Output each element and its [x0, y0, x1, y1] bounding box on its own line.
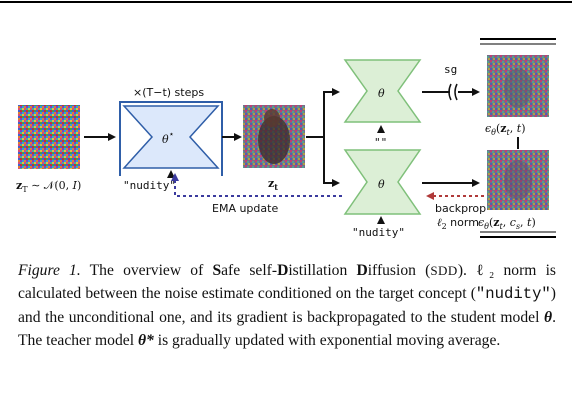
student-top-theta: θ	[378, 87, 385, 100]
student-bottom-cond-label: "nudity"	[352, 226, 405, 239]
zt-label: zt	[268, 177, 278, 192]
caption-text: is gradually updated with exponential mo…	[153, 332, 501, 349]
zT-label: zT ∼ 𝒩(0, I)	[16, 179, 81, 194]
noise-estimate-cond-image	[487, 150, 549, 210]
zt-figure-shape	[258, 116, 290, 164]
zt-figure-head	[264, 109, 280, 127]
sg-label: sg	[444, 63, 457, 76]
caption-text: iffusion (	[367, 262, 431, 279]
caption-text: The overview of	[80, 262, 213, 279]
figure-label: Figure 1.	[18, 262, 81, 279]
caption-theta: θ	[543, 309, 553, 326]
caption-text: ℓ₂ norm is calculated between the noise …	[18, 262, 556, 302]
eps-cond-label: ϵθ(zt, cs, t)	[478, 216, 536, 231]
steps-loop	[119, 101, 223, 176]
arrow-zt-to-students	[306, 88, 340, 138]
steps-label: ×(T−t) steps	[133, 86, 204, 99]
student-model-top	[343, 59, 422, 123]
caption-concept: "nudity"	[475, 285, 551, 303]
arrow-zt-to-student-bottom	[323, 137, 340, 187]
output-bottom-shape	[504, 160, 532, 200]
noise-estimate-uncond-image	[487, 55, 549, 117]
caption-text: afe self-	[221, 262, 278, 279]
backprop-label: backprop	[435, 202, 486, 215]
teacher-cond-label: "nudity"	[123, 179, 176, 192]
student-bottom-theta: θ	[378, 178, 385, 191]
caption-bold-d: D	[356, 262, 368, 279]
ema-update-label: EMA update	[212, 202, 278, 215]
caption-theta-star: θ*	[137, 332, 154, 349]
caption-text: ).	[457, 262, 467, 279]
eps-uncond-label: ϵθ(zt, t)	[485, 122, 525, 137]
caption-bold-s: S	[212, 262, 222, 279]
noise-image-zT	[18, 105, 80, 169]
teacher-model-block	[122, 105, 220, 169]
output-top-shape	[504, 68, 532, 108]
figure-caption: Figure 1. The overview of Safe self-Dist…	[18, 259, 556, 352]
caption-abbr: SDD	[430, 263, 458, 278]
stop-gradient-icon	[448, 83, 458, 101]
sg-gap	[450, 84, 458, 100]
student-top-cond-label: ""	[374, 136, 387, 149]
ema-update-path	[171, 173, 342, 197]
l2norm-label: ℓ2 norm	[437, 216, 479, 231]
caption-text: ) and the unconditional one, and its gra…	[18, 285, 556, 326]
caption-bold-d: D	[277, 262, 289, 279]
caption-text: . The teacher model	[18, 309, 556, 349]
caption-text: istillation	[288, 262, 357, 279]
student-model-bottom	[343, 149, 422, 215]
